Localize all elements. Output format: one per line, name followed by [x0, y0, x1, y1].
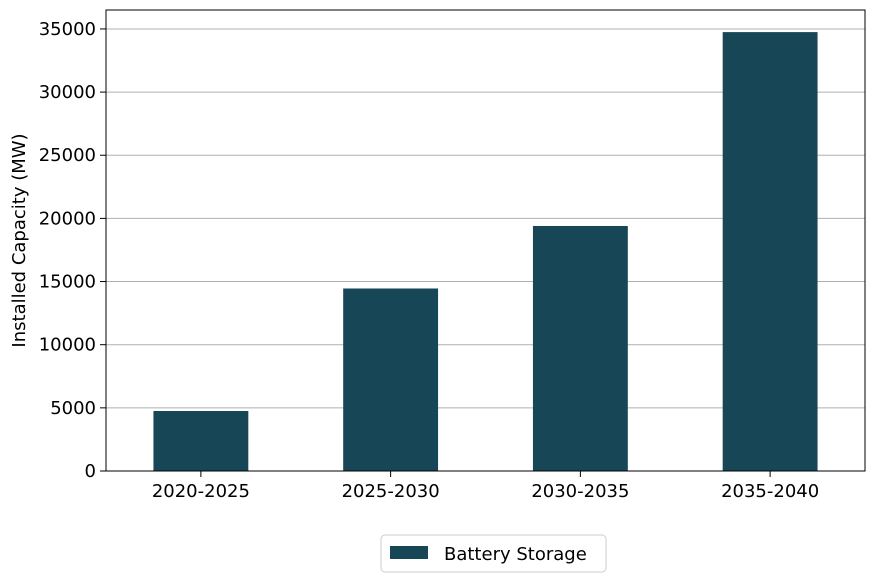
bar-2030-2035 [532, 225, 628, 471]
legend-box [380, 534, 607, 573]
y-gridlines [106, 28, 865, 472]
x-tick-label: 2020-2025 [152, 481, 250, 502]
x-tick-label: 2035-2040 [721, 481, 819, 502]
x-tick-label: 2030-2035 [531, 481, 629, 502]
y-tick-label: 30000 [39, 82, 96, 103]
x-tick-label: 2025-2030 [342, 481, 440, 502]
y-axis-label: Installed Capacity (MW) [9, 133, 30, 347]
legend-label: Battery Storage [444, 544, 587, 565]
bar-2020-2025 [153, 411, 249, 471]
y-tick-label: 20000 [39, 208, 96, 229]
y-tick-label: 35000 [39, 19, 96, 40]
x-axis: 2020-2025 2025-2030 2030-2035 2035-2040 [152, 471, 819, 502]
bar-2035-2040 [722, 32, 818, 471]
legend: Battery Storage [380, 534, 607, 573]
legend-swatch [390, 546, 428, 559]
plot-frame [105, 9, 866, 472]
y-tick-label: 0 [85, 461, 96, 482]
y-tick-label: 15000 [39, 272, 96, 293]
y-axis: 0 5000 10000 15000 20000 25000 30000 35000 [39, 19, 106, 482]
y-tick-label: 25000 [39, 145, 96, 166]
y-tick-label: 10000 [39, 335, 96, 356]
y-tick-label: 5000 [50, 398, 96, 419]
bars [153, 32, 818, 471]
bar-2025-2030 [343, 288, 439, 471]
